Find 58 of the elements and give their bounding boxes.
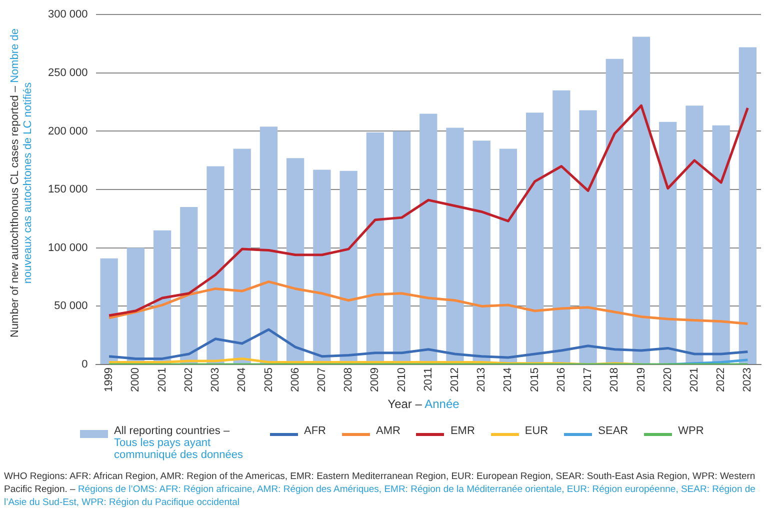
legend-label: AMR	[376, 425, 400, 437]
x-tick-label: 2022	[715, 368, 728, 392]
bar	[606, 58, 624, 364]
legend-label: SEAR	[598, 425, 628, 437]
y-tick-label: 50 000	[54, 300, 88, 312]
x-tick-label: 2014	[502, 368, 514, 392]
legend-label: WPR	[678, 425, 704, 437]
x-tick-label: 2003	[210, 368, 222, 392]
y-axis-title: Number of new autochthonous CL cases reported – Nombre de nouveaux cas autochtones de LC notifiés	[9, 28, 35, 340]
legend-label: AFR	[304, 425, 326, 437]
x-tick-label: 2010	[396, 368, 408, 392]
text: WHO Regions: AFR: African Region, AMR: Region of the Americas, EMR: Eastern Mediterranean Region, EUR: European Region, SEAR: South-East Asia Region, WPR: Western Pacific Region. – Régions de l’OMS: AFR: Région africaine, AMR: Région des Amériques, EMR: Région de la Méditerranée orientale, EUR: Région européenne, SEAR: Région de l’Asie du Sud-Est, WPR: Région du Pacifique occidental	[4, 470, 756, 509]
x-tick-label: 2009	[369, 368, 382, 392]
bar	[738, 47, 757, 364]
legend-label: EMR	[450, 425, 475, 437]
x-tick-label: 2012	[449, 368, 462, 392]
legend-label: EUR	[524, 425, 548, 437]
x-tick-label: 1999	[103, 368, 116, 392]
bar	[659, 122, 677, 364]
y-tick-label: 150 000	[48, 184, 88, 196]
x-tick-label: 2013	[476, 368, 488, 392]
bar	[552, 90, 570, 364]
x-tick-label: 2007	[316, 368, 328, 392]
x-tick-label: 2023	[742, 368, 754, 392]
x-tick-label: 2021	[688, 368, 701, 392]
bar	[260, 126, 278, 364]
bar	[100, 258, 118, 364]
y-tick-label: 100 000	[48, 242, 88, 254]
x-tick-label: 2002	[182, 368, 195, 392]
x-tick-label: 2000	[130, 368, 142, 392]
x-tick-label: 2017	[582, 368, 594, 392]
bar	[180, 207, 198, 364]
bar	[579, 110, 597, 364]
bar	[686, 106, 704, 364]
x-tick-label: 2001	[156, 368, 168, 392]
x-tick-label: 2011	[422, 368, 434, 392]
bar	[206, 166, 224, 364]
x-tick-label: 2008	[342, 368, 355, 392]
bar	[233, 148, 251, 364]
bar	[712, 125, 730, 364]
x-tick-label: 2016	[555, 368, 568, 392]
y-tick-label: 250 000	[48, 66, 88, 79]
y-tick-label: 0	[82, 358, 88, 371]
x-tick-label: 2006	[289, 368, 302, 392]
x-tick-label: 2018	[608, 368, 621, 392]
x-tick-label: 2020	[662, 368, 674, 392]
x-tick-label: 2015	[528, 368, 541, 392]
y-tick-label: 200 000	[48, 125, 88, 138]
x-tick-label: 2019	[635, 368, 648, 392]
bar	[153, 230, 172, 364]
bar	[499, 148, 518, 364]
x-tick-label: 2005	[262, 368, 275, 392]
bar	[632, 36, 650, 364]
bar	[526, 112, 544, 364]
legend-label: All reporting countries – Tous les pays ayant communiqué des données	[114, 425, 244, 461]
y-tick-label: 300 000	[48, 8, 88, 21]
x-axis-title: Year – Année	[386, 397, 460, 411]
x-tick-label: 2004	[236, 368, 248, 392]
